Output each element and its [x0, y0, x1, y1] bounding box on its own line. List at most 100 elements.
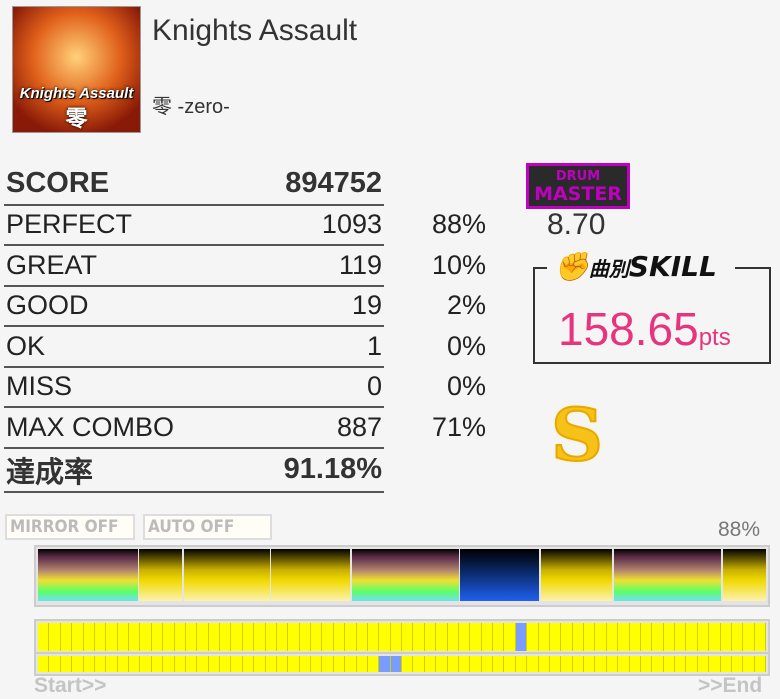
score-row: SCORE 894752: [4, 164, 488, 206]
progress-cell: [38, 656, 50, 672]
progress-cell: [311, 656, 323, 672]
progress-cell: [151, 623, 164, 651]
progress-cell: [254, 656, 266, 672]
auto-option: AUTO OFF: [143, 514, 272, 540]
achievement-row: 達成率 91.18%: [4, 447, 488, 493]
judge-pct: 88%: [431, 209, 486, 240]
progress-cell: [94, 623, 107, 651]
progress-cell: [163, 656, 175, 672]
progress-cell: [584, 623, 596, 651]
progress-cell: [220, 656, 232, 672]
difficulty-badge: DRUM MASTER: [526, 163, 630, 209]
progress-cell: [299, 623, 311, 651]
progress-cell: [697, 656, 710, 672]
progress-cell: [311, 623, 323, 651]
progress-cell: [481, 623, 493, 651]
progress-cell: [151, 656, 164, 672]
jacket-logo-sub: 零: [65, 107, 88, 132]
judge-pct: 2%: [446, 290, 486, 321]
progress-cell: [470, 623, 482, 651]
progress-cell: [572, 656, 584, 672]
progress-cell: [231, 656, 243, 672]
gauge-segment-yellow: [271, 549, 350, 601]
judge-row-miss: MISS 0 0%: [4, 366, 488, 408]
fist-icon: ✊: [554, 250, 589, 283]
progress-cell: [163, 623, 175, 651]
progress-cell: [265, 656, 277, 672]
judge-label: PERFECT: [4, 204, 243, 246]
judge-row-good: GOOD 19 2%: [4, 285, 488, 327]
progress-bar-2: [34, 652, 770, 676]
judge-label: GOOD: [4, 285, 243, 327]
progress-cell: [743, 656, 755, 672]
progress-cell: [675, 656, 687, 672]
judge-row-ok: OK 1 0%: [4, 326, 488, 368]
progress-cell: [276, 656, 289, 672]
progress-cell: [208, 656, 220, 672]
gauge-percent: 88%: [718, 518, 761, 541]
rank-badge: S: [550, 391, 604, 478]
progress-cell: [83, 623, 95, 651]
progress-cell: [595, 623, 607, 651]
gauge-segment-yellow: [541, 549, 612, 601]
jacket-logo: Knights Assault: [19, 85, 134, 102]
progress-cell: [402, 656, 414, 672]
start-label: Start>>: [34, 674, 107, 697]
judge-label: GREAT: [4, 245, 243, 287]
judge-label: OK: [4, 326, 243, 368]
progress-cell: [356, 656, 368, 672]
judge-row-max-combo: MAX COMBO 887 71%: [4, 407, 488, 449]
progress-cell: [606, 623, 619, 651]
progress-cell: [231, 623, 243, 651]
progress-cell: [652, 623, 664, 651]
progress-cell: [686, 656, 698, 672]
progress-cell: [743, 623, 755, 651]
progress-cell: [288, 623, 300, 651]
progress-cell: [720, 623, 732, 651]
progress-cell: [72, 623, 84, 651]
progress-cell: [549, 656, 562, 672]
progress-bar-1: [34, 619, 770, 655]
progress-cell: [686, 623, 698, 651]
progress-cell: [584, 656, 596, 672]
progress-cell: [504, 623, 516, 651]
progress-cell: [140, 623, 152, 651]
skill-label-jp: 曲別: [588, 257, 629, 281]
progress-cell: [731, 656, 744, 672]
progress-cell: [675, 623, 687, 651]
progress-cell: [424, 656, 437, 672]
progress-cell: [390, 623, 402, 651]
judge-label: MISS: [4, 366, 243, 408]
progress-cell: [697, 623, 710, 651]
gauge-segment-blue: [460, 549, 539, 601]
progress-cell: [49, 656, 61, 672]
progress-cell: [527, 656, 539, 672]
progress-cell: [447, 656, 459, 672]
progress-cell: [288, 656, 300, 672]
progress-cell: [106, 656, 118, 672]
progress-cell: [208, 623, 220, 651]
progress-cell: [413, 623, 425, 651]
progress-cell: [709, 623, 721, 651]
progress-cell: [561, 623, 573, 651]
progress-cell: [447, 623, 459, 651]
gauge-segment-yellow: [139, 549, 182, 601]
skill-box: [533, 267, 771, 364]
progress-cell: [720, 656, 732, 672]
progress-cell: [595, 656, 607, 672]
progress-cell: [709, 656, 721, 672]
judge-count: 119: [242, 245, 384, 287]
progress-cell: [254, 623, 266, 651]
progress-cell: [470, 656, 482, 672]
progress-cell: [561, 656, 573, 672]
mirror-option: MIRROR OFF: [5, 514, 135, 540]
progress-cell-miss: [515, 623, 528, 651]
progress-cell: [413, 656, 425, 672]
progress-cell: [663, 656, 675, 672]
progress-cell-miss: [390, 656, 402, 672]
song-title: Knights Assault: [152, 14, 358, 47]
progress-cell: [140, 656, 152, 672]
progress-cell: [538, 623, 550, 651]
progress-cell: [333, 623, 346, 651]
gauge-segment-yellow: [723, 549, 766, 601]
